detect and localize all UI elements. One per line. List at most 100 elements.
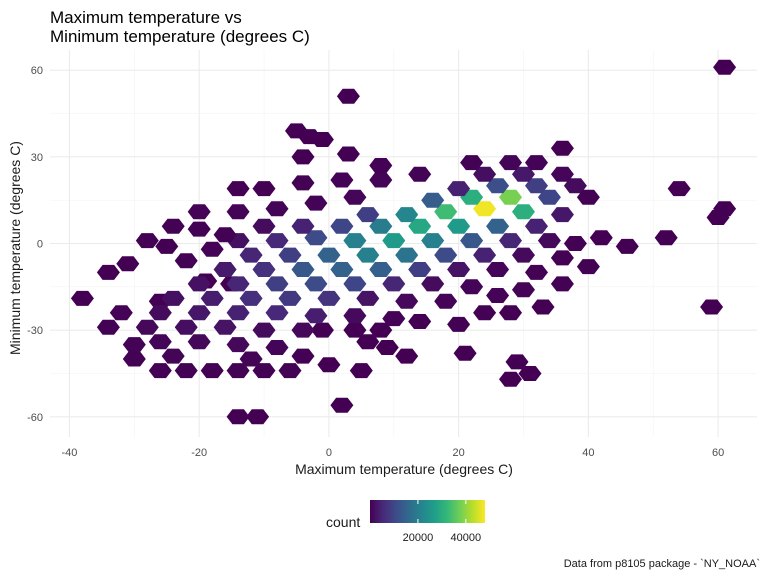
hexbin-cell [226,305,250,321]
hexbin-cell [499,371,522,387]
hexbin-cell [447,218,471,234]
hexbin-cell [434,293,458,309]
hexbin-cell [317,290,341,306]
hexbin-cell [537,233,561,249]
hexbin-cell [226,409,250,425]
hexbin-cell [473,166,497,182]
hexbin-cell [161,290,185,306]
hexbin-cell [486,218,510,234]
hexbin-cell [512,204,535,220]
x-tick-label: -40 [62,447,78,459]
hexbin-cell [369,262,393,277]
hexbin-cell [550,140,574,156]
hexbin-cell [174,319,198,335]
hexbin-cell [375,340,399,355]
legend-tick-label: 20000 [403,532,434,544]
hexbin-cell [174,253,198,269]
hexbin-cell [408,314,432,329]
hexbin-cell [369,322,393,338]
hexbin-cell [563,178,587,194]
legend-title: count [326,514,360,530]
hexbin-cell [550,207,574,223]
hexbin-cell [518,366,542,381]
hexbin-cell [460,155,484,171]
hexbin-cell [512,247,535,263]
hexbin-cell [226,337,250,353]
legend: count 20000 40000 [326,500,485,544]
hexbin-cell [447,181,471,197]
y-axis-ticks: -60 -30 0 30 60 [27,65,43,424]
hexbin-cell [343,276,367,292]
hexbin-cell [434,204,458,220]
hexbin-cell [213,262,237,277]
hexbin-cell [96,319,120,335]
y-tick-label: -60 [27,412,43,424]
hexbin-cell [317,357,341,373]
y-axis-title: Minimum temperature (degrees C) [7,141,23,355]
hexbin-cell [473,305,497,321]
hexbin-cell [667,181,691,197]
hexbin-cell [304,308,328,324]
hexbin-cell [382,311,406,327]
hexbin-cell [246,409,270,425]
grid-lines [50,50,757,437]
hexbin-cell [525,178,548,194]
hexbin-cell [576,189,600,205]
hexbin-cell [349,363,373,379]
hexbin-cell [343,189,367,205]
hexbin-cell [278,363,302,379]
y-tick-label: -30 [27,325,43,337]
hexbin-cell [486,288,510,303]
hexbin-cell [343,322,367,338]
hexbin-cell [310,132,334,147]
hexbin-cell [343,308,367,324]
hexbin-cell [291,175,315,191]
hexbin-cell [200,363,224,379]
hexbin-cell [239,290,263,306]
hexbin-cell [174,363,198,379]
hexbin-cell [576,259,600,275]
hexbin-cell [155,238,179,254]
chart-caption: Data from p8105 package - `NY_NOAA` [564,558,760,570]
hexbin-cell [713,201,737,217]
x-tick-label: 40 [582,447,594,459]
x-tick-label: 60 [712,447,724,459]
hexbin-cell [473,247,497,263]
hexbin-cell [550,276,574,292]
legend-ticks: 20000 40000 [403,500,481,544]
hexbin-cell [70,290,94,306]
hexbin-cell [421,276,445,292]
hexbin-cell [252,363,276,379]
hexbin-cell [330,218,354,234]
hexbin-cell [369,172,393,188]
hexbin-cell [486,262,510,277]
hexbin-cell [453,345,477,361]
hexbin-cell [563,236,587,251]
y-tick-label: 60 [31,65,43,77]
hexbin-cell [460,279,484,295]
hexbin-cell [252,322,276,338]
hexbin-cell [356,207,380,223]
hexbin-cell [226,276,250,292]
hexbin-cell [537,189,561,205]
hexbin-cell [265,201,289,217]
hexbin-cell [615,238,639,254]
hexbin-cell [525,264,548,280]
x-tick-label: 20 [453,447,465,459]
hexbin-cell [395,348,419,364]
hexbin-cell [330,172,354,188]
hexbin-cell [278,290,302,306]
hexbin-cell [421,233,445,249]
hexbin-cell [356,334,380,350]
hexbin-cell [395,207,419,223]
hexbin-cell [330,397,354,413]
hexbin-cell [187,305,211,321]
hexbin-cell [265,276,289,292]
hexbin-cell [336,88,360,104]
hexbin-cell [96,264,120,280]
hexbin-cell [512,282,535,298]
hexbin-cell [654,230,678,246]
chart-title: Maximum temperature vs Minimum temperatu… [50,8,310,46]
hexbin-cell [226,363,250,379]
